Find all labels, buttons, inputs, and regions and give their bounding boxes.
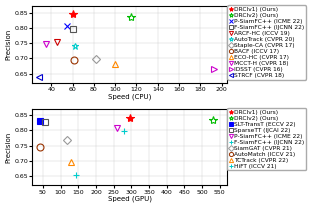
X-axis label: Speed (GPU): Speed (GPU) — [108, 196, 152, 202]
Legend: DRCIv1) (Ours), DRCIv2) (Ours), SLT-TransT (ECCV 22), SparseTT (IJCAI 22), P-Sia: DRCIv1) (Ours), DRCIv2) (Ours), SLT-Tran… — [227, 108, 306, 170]
X-axis label: Speed (CPU): Speed (CPU) — [108, 93, 151, 100]
Y-axis label: Precision: Precision — [6, 29, 12, 60]
Y-axis label: Precision: Precision — [6, 132, 12, 163]
Legend: DRCIv1) (Ours), DRCIv2) (Ours), P-SiamFC++ (ICME 22), F-SiamFC++ (IJCNN 22), ARC: DRCIv1) (Ours), DRCIv2) (Ours), P-SiamFC… — [227, 5, 306, 80]
